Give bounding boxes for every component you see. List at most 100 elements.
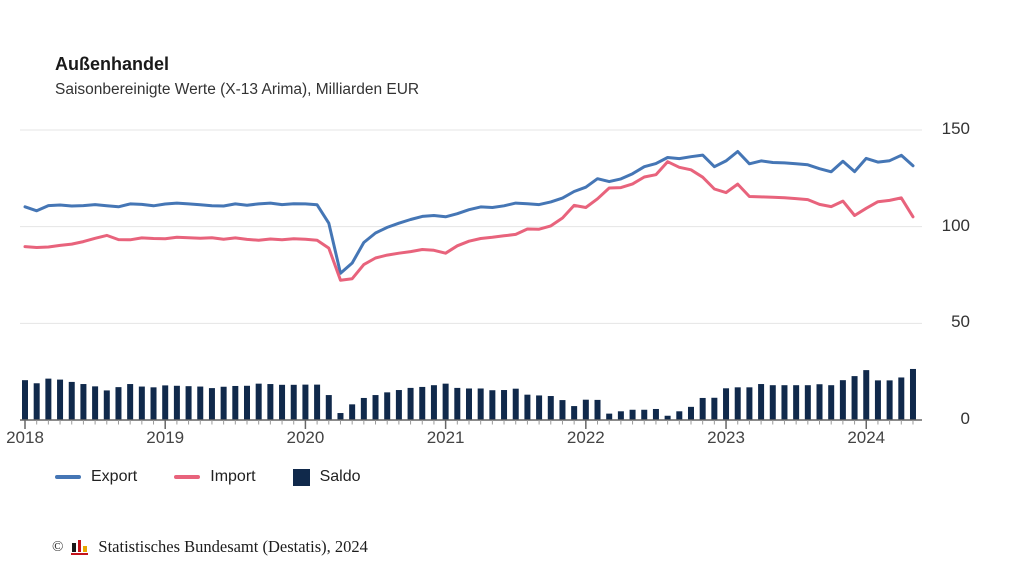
saldo-bar (465, 388, 472, 420)
x-tick-label-2021: 2021 (426, 428, 465, 447)
saldo-bar (477, 388, 484, 420)
saldo-bar (641, 409, 648, 420)
saldo-bar (664, 415, 671, 420)
saldo-square-swatch-icon (292, 468, 310, 486)
saldo-bar (395, 390, 402, 420)
saldo-bar (828, 385, 835, 420)
saldo-bar (851, 376, 858, 420)
saldo-bar (138, 386, 145, 420)
saldo-bar (33, 383, 40, 420)
saldo-bar (524, 394, 531, 420)
saldo-bar (360, 397, 367, 420)
x-tick-label-2020: 2020 (286, 428, 325, 447)
saldo-bar (314, 384, 321, 420)
saldo-bar (547, 396, 554, 420)
saldo-bar (863, 370, 870, 420)
page-title: Außenhandel (55, 54, 170, 74)
saldo-bar (804, 385, 811, 420)
saldo-bar (22, 380, 28, 420)
saldo-bar (781, 385, 788, 420)
saldo-bar (582, 399, 589, 420)
saldo-bar (606, 413, 613, 420)
saldo-bar (150, 387, 157, 420)
x-tick-label-2018: 2018 (6, 428, 44, 447)
saldo-bar (559, 400, 566, 420)
saldo-bar (512, 388, 519, 420)
saldo-bar (372, 395, 379, 420)
saldo-bar (197, 386, 204, 420)
saldo-bar (384, 392, 391, 420)
saldo-bar (407, 387, 414, 420)
saldo-bar (430, 385, 437, 420)
x-tick-label-2024: 2024 (847, 428, 886, 447)
saldo-bar (758, 384, 765, 420)
saldo-bar (173, 385, 180, 420)
chart-legend: Export Import Saldo (55, 468, 361, 486)
x-tick-label-2022: 2022 (566, 428, 605, 447)
destatis-logo-icon (71, 539, 90, 555)
y-tick-label-0: 0 (960, 409, 970, 428)
saldo-bar (536, 395, 543, 420)
import-line-swatch-icon (174, 475, 201, 479)
saldo-bar (442, 383, 449, 420)
y-tick-label-100: 100 (941, 215, 970, 235)
saldo-bar (594, 399, 601, 420)
saldo-bar (220, 386, 227, 420)
saldo-bar (419, 386, 426, 420)
saldo-bar (302, 384, 309, 420)
legend-label-export: Export (91, 468, 138, 485)
x-tick-label-2023: 2023 (707, 428, 745, 447)
saldo-bar (232, 385, 239, 420)
saldo-bar (652, 408, 659, 420)
saldo-bar (162, 385, 169, 420)
export-line (23, 150, 915, 275)
saldo-bar (909, 368, 916, 420)
saldo-bar (793, 385, 800, 420)
saldo-bar (711, 397, 718, 420)
saldo-bar (68, 381, 75, 420)
saldo-bar (267, 384, 274, 420)
saldo-bar (349, 404, 356, 420)
y-tick-label-150: 150 (941, 119, 970, 138)
saldo-bar (898, 377, 905, 420)
saldo-bar (80, 384, 87, 420)
y-tick-label-50: 50 (951, 312, 970, 332)
saldo-bar (723, 388, 730, 420)
saldo-bar (687, 406, 694, 420)
saldo-bar (127, 384, 134, 420)
legend-item-saldo: Saldo (292, 468, 361, 486)
saldo-bar (629, 409, 636, 420)
saldo-bar (676, 411, 683, 420)
saldo-bar (255, 383, 262, 420)
saldo-bar (115, 387, 122, 420)
x-tick-label-2019: 2019 (146, 428, 185, 447)
saldo-bar (617, 411, 624, 420)
legend-label-import: Import (210, 468, 256, 485)
legend-label-saldo: Saldo (319, 468, 361, 485)
saldo-bar (185, 386, 192, 420)
export-line-swatch-icon (55, 475, 81, 479)
copyright-symbol: © (52, 538, 64, 555)
saldo-bar (769, 385, 776, 420)
saldo-bar (337, 413, 344, 420)
legend-item-export: Export (55, 468, 137, 486)
saldo-bar (489, 390, 496, 420)
saldo-bar (816, 384, 823, 420)
saldo-bar (92, 386, 99, 420)
saldo-bar (734, 387, 741, 420)
page-subtitle: Saisonbereinigte Werte (X-13 Arima), Mil… (55, 81, 420, 98)
saldo-bar (699, 397, 706, 420)
legend-item-import: Import (174, 468, 256, 486)
saldo-bar (45, 378, 52, 420)
source-footer: © Statistisches Bundesamt (Destatis), 20… (52, 537, 368, 557)
saldo-bar (279, 384, 286, 420)
import-line (23, 160, 915, 282)
source-text: Statistisches Bundesamt (Destatis), 2024 (98, 537, 368, 556)
saldo-bar (290, 384, 297, 420)
saldo-bar (57, 379, 64, 420)
saldo-bar (839, 380, 846, 420)
saldo-bar (103, 390, 110, 420)
saldo-bar (874, 380, 881, 420)
